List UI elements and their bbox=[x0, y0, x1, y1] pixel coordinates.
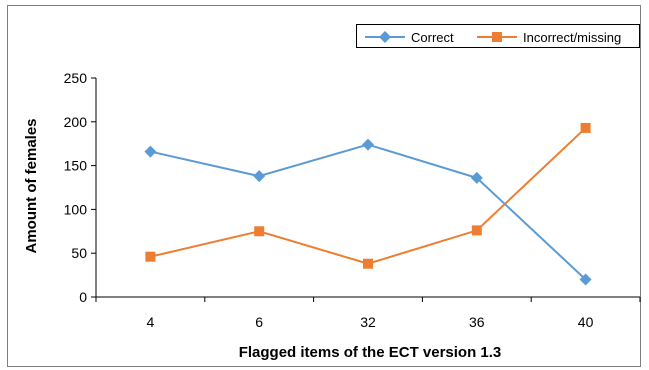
legend: Correct Incorrect/missing bbox=[356, 24, 640, 48]
data-point-correct bbox=[579, 273, 592, 286]
data-point-incorrect-missing bbox=[471, 225, 482, 236]
y-axis-label: Amount of females bbox=[23, 118, 40, 253]
x-tick-label: 6 bbox=[255, 314, 263, 330]
data-point-correct bbox=[144, 145, 157, 158]
y-tick-label: 250 bbox=[64, 70, 88, 86]
legend-label-incorrect: Incorrect/missing bbox=[523, 29, 622, 45]
data-point-incorrect-missing bbox=[363, 258, 373, 269]
y-tick-label: 100 bbox=[64, 201, 88, 217]
y-tick-label: 0 bbox=[79, 289, 87, 305]
data-point-incorrect-missing bbox=[254, 226, 265, 237]
y-tick-label: 200 bbox=[64, 114, 88, 130]
series-layer bbox=[144, 122, 592, 286]
data-point-correct bbox=[362, 138, 374, 151]
legend-item-incorrect: Incorrect/missing bbox=[477, 29, 621, 45]
chart-frame bbox=[7, 5, 641, 367]
x-tick-label: 36 bbox=[469, 314, 485, 330]
axes: 0 50 100 150 200 250 4 6 32 36 40 bbox=[64, 70, 641, 330]
x-tick-label: 4 bbox=[147, 314, 155, 330]
legend-swatch-correct bbox=[365, 31, 405, 43]
legend-label-correct: Correct bbox=[411, 29, 454, 45]
data-point-incorrect-missing bbox=[580, 122, 591, 133]
data-point-correct bbox=[470, 171, 483, 184]
x-axis-label: Flagged items of the ECT version 1.3 bbox=[239, 344, 502, 361]
data-point-correct bbox=[253, 170, 266, 183]
y-tick-label: 50 bbox=[71, 245, 87, 261]
data-point-incorrect-missing bbox=[145, 251, 156, 262]
x-tick-label: 40 bbox=[578, 314, 594, 330]
x-tick-label: 32 bbox=[360, 314, 376, 330]
legend-item-correct: Correct bbox=[365, 29, 454, 45]
y-tick-label: 150 bbox=[64, 158, 88, 174]
legend-swatch-incorrect bbox=[477, 32, 517, 42]
